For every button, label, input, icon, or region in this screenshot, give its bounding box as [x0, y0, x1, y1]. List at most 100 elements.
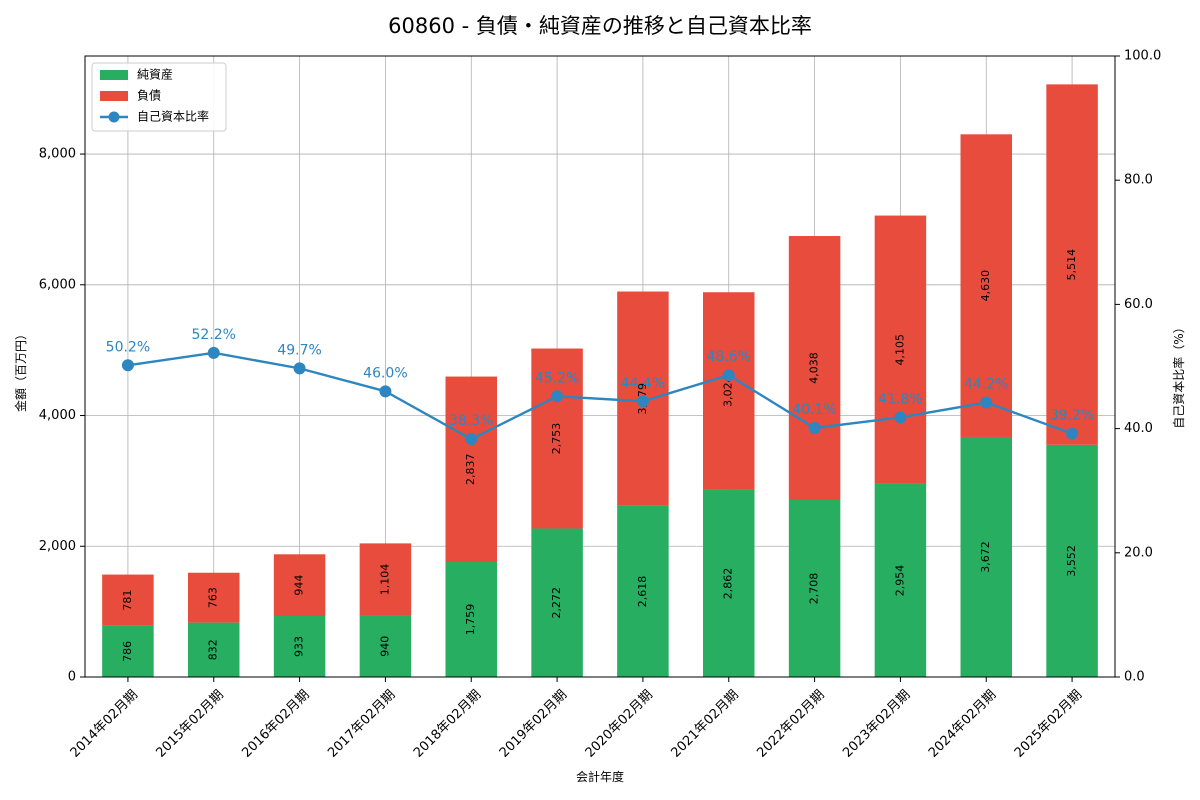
- equity-value-label: 940: [378, 636, 391, 657]
- legend-label-liability: 負債: [137, 88, 161, 103]
- equity-ratio-point: [379, 385, 392, 398]
- liability-bar: [273, 554, 326, 617]
- y2-tick-label: 0.0: [1124, 670, 1145, 685]
- y2-tick-label: 80.0: [1124, 173, 1153, 188]
- legend-swatch-ratio-marker: [108, 111, 120, 123]
- equity-ratio-line: [127, 351, 1073, 441]
- liability-value-label: 2,837: [464, 454, 477, 486]
- liability-value-label: 3,024: [722, 375, 735, 407]
- equity-ratio-label: 46.0%: [363, 365, 407, 381]
- liability-value-label: 2,753: [550, 423, 563, 455]
- y-tick-label: 4,000: [39, 408, 76, 423]
- equity-ratio-label: 38.3%: [449, 413, 493, 429]
- y-tick-label: 2,000: [39, 539, 76, 554]
- equity-bar: [1046, 444, 1098, 677]
- equity-ratio-point: [293, 362, 306, 375]
- equity-value-label: 2,954: [893, 565, 906, 597]
- legend-swatch-liability: [100, 91, 128, 101]
- liability-bar: [874, 215, 927, 484]
- equity-ratio-label: 40.1%: [792, 402, 836, 418]
- legend-swatch-equity: [100, 70, 128, 80]
- x-tick-label: 2025年02月期: [1012, 687, 1085, 760]
- equity-ratio-label: 41.8%: [878, 391, 922, 407]
- equity-bar: [359, 615, 412, 677]
- liability-value-label: 4,105: [893, 334, 906, 366]
- equity-bar: [788, 499, 841, 677]
- plot-frame: [84, 55, 1116, 678]
- liability-bar: [788, 236, 841, 500]
- x-axis-label: 会計年度: [576, 769, 624, 784]
- equity-ratio-point: [121, 359, 134, 372]
- equity-bar: [445, 562, 497, 677]
- legend-label-ratio: 自己資本比率: [137, 109, 209, 124]
- y2-tick-label: 40.0: [1124, 421, 1153, 436]
- bar-layer: 786 781 832 763 933 944 940 1,104 1,759 2,837 2,27…: [102, 84, 1098, 677]
- liability-bar: [1046, 84, 1098, 445]
- equity-ratio-point: [722, 369, 735, 382]
- equity-ratio-label: 50.2%: [106, 339, 150, 355]
- equity-value-label: 2,708: [808, 573, 821, 605]
- y2-tick-label: 60.0: [1124, 297, 1153, 312]
- liability-bar: [188, 572, 240, 623]
- legend-label-equity: 純資産: [137, 67, 173, 82]
- equity-value-label: 832: [207, 639, 220, 660]
- y2-tick-label: 100.0: [1124, 49, 1161, 64]
- y2-axis-label: 自己資本比率（%）: [1171, 321, 1186, 428]
- equity-value-label: 3,552: [1065, 545, 1078, 577]
- equity-bar: [874, 483, 927, 677]
- x-tick-label: 2015年02月期: [154, 687, 227, 760]
- equity-bar: [273, 616, 326, 677]
- x-tick-label: 2019年02月期: [497, 687, 570, 760]
- equity-value-label: 2,272: [550, 587, 563, 619]
- liability-bar: [102, 574, 154, 626]
- equity-ratio-point: [808, 421, 821, 434]
- y-axis-label: 金額（百万円）: [13, 328, 28, 412]
- equity-ratio-label: 44.4%: [621, 375, 665, 391]
- equity-ratio-label: 49.7%: [277, 342, 321, 358]
- liability-value-label: 763: [207, 587, 220, 608]
- liability-bar: [703, 292, 755, 490]
- line-layer: 50.2% 52.2% 49.7% 46.0% 38.3% 45.2% 44.4% 48.6%…: [106, 327, 1094, 446]
- y2-tick-label: 20.0: [1124, 545, 1153, 560]
- liability-value-label: 781: [121, 590, 134, 611]
- equity-bar: [102, 625, 154, 677]
- x-tick-label: 2021年02月期: [669, 687, 742, 760]
- equity-ratio-label: 39.2%: [1050, 408, 1094, 424]
- equity-ratio-label: 52.2%: [192, 327, 236, 343]
- liability-bar: [445, 376, 497, 563]
- x-tick-label: 2023年02月期: [840, 687, 913, 760]
- y-tick-label: 0: [68, 670, 76, 685]
- equity-value-label: 2,618: [636, 576, 649, 608]
- y-tick-label: 6,000: [39, 277, 76, 292]
- x-tick-label: 2018年02月期: [411, 687, 484, 760]
- equity-value-label: 1,759: [464, 604, 477, 636]
- chart-title: 60860 - 負債・純資産の推移と自己資本比率: [388, 14, 812, 38]
- equity-ratio-label: 45.2%: [535, 370, 579, 386]
- equity-ratio-point: [551, 390, 564, 403]
- y-tick-label: 8,000: [39, 147, 76, 162]
- equity-ratio-label: 48.6%: [707, 349, 751, 365]
- equity-ratio-label: 44.2%: [964, 377, 1008, 393]
- equity-ratio-point: [980, 396, 993, 409]
- equity-bar: [188, 622, 240, 677]
- liability-value-label: 4,630: [979, 270, 992, 302]
- liability-bar: [359, 543, 412, 616]
- equity-ratio-point: [465, 433, 478, 446]
- liability-bar: [531, 348, 583, 529]
- liability-value-label: 1,104: [378, 564, 391, 596]
- x-tick-label: 2020年02月期: [583, 687, 656, 760]
- liability-value-label: 4,038: [808, 352, 821, 384]
- liability-value-label: 5,514: [1065, 249, 1078, 281]
- equity-ratio-point: [636, 395, 649, 408]
- x-tick-label: 2024年02月期: [926, 687, 999, 760]
- equity-value-label: 786: [121, 641, 134, 662]
- x-tick-label: 2014年02月期: [68, 687, 141, 760]
- equity-value-label: 2,862: [722, 568, 735, 600]
- liability-value-label: 944: [293, 575, 306, 596]
- x-tick-label: 2017年02月期: [325, 687, 398, 760]
- equity-value-label: 3,672: [979, 541, 992, 573]
- x-tick-label: 2022年02月期: [754, 687, 827, 760]
